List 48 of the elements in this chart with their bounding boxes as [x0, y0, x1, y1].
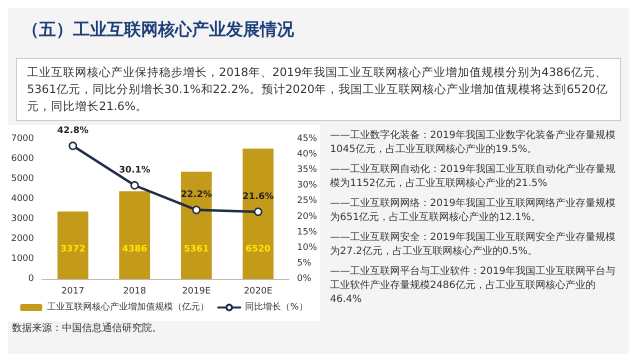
text: ——工业互联网安全：2019年我国工业互联网安全产业存量规模为27.2亿元，占工业互联网核心产业的0.5%。 — [330, 231, 616, 259]
bar — [57, 212, 88, 279]
legend-label: 同比增长（%） — [245, 302, 308, 312]
text: ——工业互联网平台与工业软件：2019年我国工业互联网平台与工业软件产业存量规模2486亿元，占工业互联网核心产业的46.4% — [330, 265, 616, 307]
x-tick-label: 2018 — [123, 286, 146, 296]
y-tick-label: 5000 — [11, 174, 34, 184]
y2-tick-label: 10% — [296, 242, 318, 253]
y2-tick-label: 25% — [296, 196, 318, 206]
y-tick-label: 3000 — [11, 214, 34, 224]
y-tick-label: 6000 — [11, 154, 34, 164]
y-tick-label: 4000 — [11, 194, 34, 204]
data-label: 30.1% — [119, 166, 150, 176]
y2-tick-label: 30% — [296, 180, 318, 191]
x-tick-label: 2020E — [244, 286, 273, 296]
y2-tick-label: 0% — [296, 274, 312, 284]
y-tick-label: 1000 — [11, 254, 34, 264]
y2-tick-label: 15% — [296, 227, 318, 238]
data-label: 42.8% — [57, 126, 88, 136]
y-tick-label: 2000 — [11, 234, 34, 244]
bar — [119, 191, 150, 279]
legend-label: 工业互联网核心产业增加值规模（亿元） — [47, 302, 210, 312]
data-label: 22.2% — [180, 190, 212, 200]
y2-tick-label: 20% — [296, 212, 318, 222]
text: ——工业数字化装备：2019年我国工业数字化装备产业存量规模1045亿元，占工业互联网核心产业的19.5%。 — [330, 129, 616, 157]
point — [254, 208, 262, 216]
y2-tick-label: 45% — [296, 134, 318, 144]
point — [192, 206, 201, 214]
y2-tick-label: 35% — [296, 165, 318, 176]
data-label: 3372 — [60, 244, 86, 254]
point — [130, 181, 139, 190]
data-label: 6520 — [246, 244, 271, 254]
bar — [242, 148, 274, 279]
data-label: 21.6% — [242, 192, 274, 202]
data-label: 5361 — [184, 244, 209, 254]
text: ——工业互联网自动化：2019年我国工业互联自动化产业存量规模为1152亿元，占工业互联网核心产业的21.5% — [330, 163, 616, 191]
bar — [180, 172, 212, 279]
x-tick-label: 2019E — [182, 286, 211, 296]
text: 工业互联网核心产业保持稳步增长，2018年、2019年我国工业互联网核心产业增加值规模分别为4386亿元、5361亿元，同比分别增长30.1%和22.2%。预计2020年，我国工业互联网核心产业增加值规模将达到6520亿元，同比增长21.6%。 — [16, 58, 621, 121]
chart-title: （五）工业互联网核心产业发展情况 — [21, 19, 295, 42]
y-tick-label: 0 — [28, 274, 34, 284]
text: ——工业互联网网络：2019年我国工业互联网网络产业存量规模为651亿元，占工业互联网核心产业的12.1%。 — [330, 197, 616, 225]
source-note: 数据来源：中国信息通信研究院。 — [11, 322, 163, 335]
data-label: 4386 — [122, 244, 148, 254]
y-tick-label: 7000 — [11, 134, 34, 144]
y2-tick-label: 40% — [296, 150, 318, 160]
x-tick-label: 2017 — [61, 286, 84, 296]
y2-tick-label: 5% — [296, 258, 312, 268]
point — [68, 142, 78, 150]
